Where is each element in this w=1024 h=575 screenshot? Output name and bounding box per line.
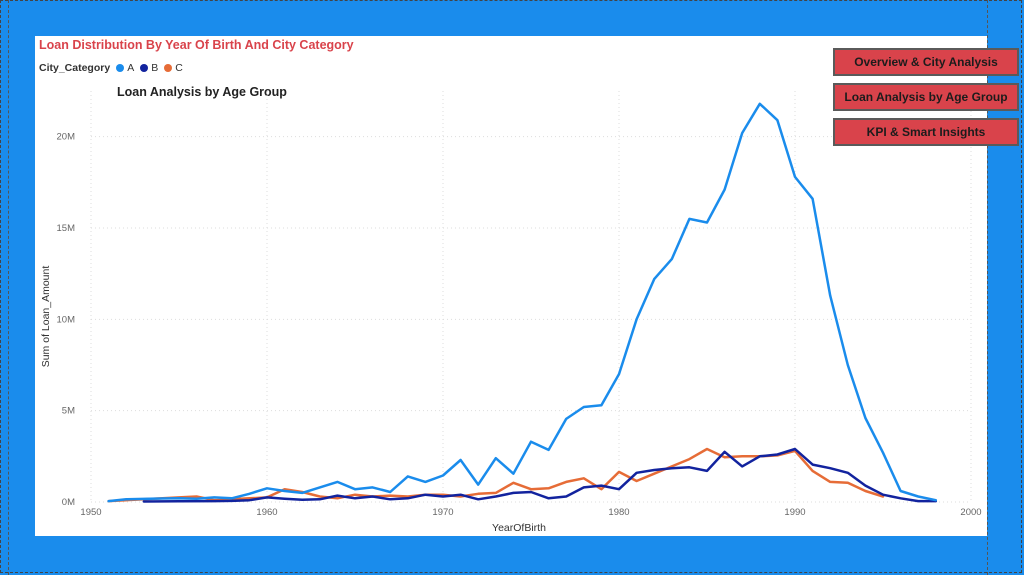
x-tick-label: 1950	[80, 507, 101, 518]
nav-button-overview[interactable]: Overview & City Analysis	[833, 48, 1019, 76]
legend-item-a[interactable]: A	[116, 62, 134, 74]
x-axis-title: YearOfBirth	[492, 522, 546, 534]
legend-dot-a	[116, 64, 125, 72]
legend-dot-c	[164, 64, 173, 72]
report-canvas: Loan Distribution By Year Of Birth And C…	[35, 36, 1019, 536]
legend-item-b[interactable]: B	[140, 62, 158, 74]
y-tick-label: 10M	[57, 314, 76, 325]
chart-legend: City_Category A B C	[39, 62, 189, 74]
x-tick-label: 2000	[960, 507, 981, 518]
legend-label-c: C	[175, 62, 183, 74]
legend-label-b: B	[151, 62, 159, 74]
y-tick-label: 0M	[62, 497, 75, 508]
series-line-b	[142, 447, 938, 503]
y-tick-label: 5M	[62, 406, 75, 417]
page-subtitle: Loan Analysis by Age Group	[117, 85, 287, 99]
legend-item-c[interactable]: C	[164, 62, 183, 74]
x-tick-label: 1960	[256, 507, 277, 518]
legend-title: City_Category	[39, 62, 111, 74]
x-tick-label: 1970	[432, 507, 453, 518]
chart-title: Loan Distribution By Year Of Birth And C…	[39, 38, 354, 52]
nav-button-age-group[interactable]: Loan Analysis by Age Group	[833, 83, 1019, 111]
y-tick-label: 20M	[57, 132, 76, 143]
legend-dot-b	[140, 64, 149, 72]
line-chart: 1950 1960 1970 1980 1990 2000 0M 5M 10M 15M 20M Yea…	[40, 91, 982, 534]
legend-label-a: A	[127, 62, 135, 74]
nav-button-kpi[interactable]: KPI & Smart Insights	[833, 118, 1019, 146]
y-axis-title: Sum of Loan_Amount	[40, 266, 52, 368]
x-tick-label: 1990	[784, 507, 805, 518]
series-line-a	[107, 102, 938, 503]
x-tick-label: 1980	[608, 507, 629, 518]
y-tick-label: 15M	[57, 223, 76, 234]
